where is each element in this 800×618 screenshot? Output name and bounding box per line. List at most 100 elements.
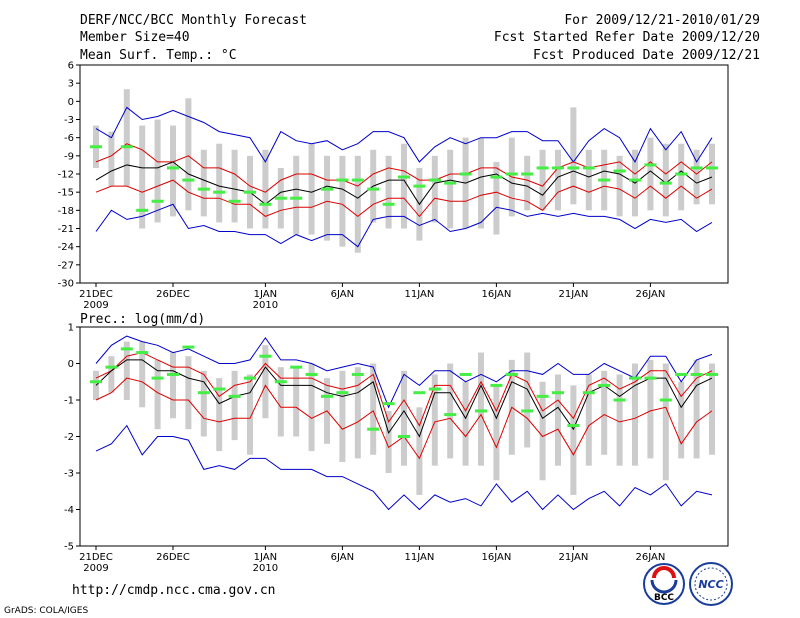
observed-marker xyxy=(706,166,718,170)
observed-marker xyxy=(244,376,256,380)
observed-marker xyxy=(428,178,441,182)
observed-marker xyxy=(228,199,241,203)
y-tick-label: -21 xyxy=(58,224,74,235)
observed-marker xyxy=(197,391,210,395)
member-range-bar xyxy=(555,149,561,211)
x-tick-label: 11JAN xyxy=(404,289,434,300)
member-range-bar xyxy=(308,363,315,452)
member-range-bar xyxy=(447,363,454,459)
member-range-bar xyxy=(616,374,623,466)
member-range-bar xyxy=(524,352,531,448)
member-range-bar xyxy=(154,119,161,223)
x-tick-label: 26DEC xyxy=(156,552,190,563)
member-range-bar xyxy=(216,143,223,223)
observed-marker xyxy=(367,187,380,191)
member-range-bar xyxy=(385,410,392,473)
observed-marker xyxy=(629,376,641,380)
observed-marker xyxy=(505,372,518,376)
member-range-bar xyxy=(493,161,500,235)
member-range-bar xyxy=(678,381,685,459)
observed-marker xyxy=(259,202,272,206)
observed-marker xyxy=(444,181,457,185)
member-range-bar xyxy=(555,374,561,466)
member-range-bar xyxy=(585,374,592,466)
y-tick-label: -1 xyxy=(64,396,74,407)
observed-marker xyxy=(567,424,580,428)
source-url: http://cmdp.ncc.cma.gov.cn xyxy=(72,583,276,598)
member-range-bar xyxy=(601,370,608,455)
member-range-bar xyxy=(647,359,654,459)
member-range-bar xyxy=(185,98,192,211)
member-range-bar xyxy=(570,107,577,205)
spread-upper-line xyxy=(95,143,713,193)
member-range-bar xyxy=(123,89,130,187)
member-range-bar xyxy=(339,155,346,247)
observed-marker xyxy=(475,409,487,413)
envelope-max-line xyxy=(95,106,713,163)
observed-marker xyxy=(305,372,318,376)
envelope-min-line xyxy=(95,203,713,248)
member-range-bar xyxy=(709,143,715,205)
y-tick-label: 1 xyxy=(68,323,74,334)
observed-marker xyxy=(629,178,641,182)
observed-marker xyxy=(197,187,210,191)
forecast-period-label: For 2009/12/21-2010/01/29 xyxy=(564,13,760,28)
y-tick-label: -6 xyxy=(64,133,74,144)
observed-marker xyxy=(521,409,534,413)
observed-marker xyxy=(690,372,703,376)
member-range-bar xyxy=(570,385,577,495)
member-range-bar xyxy=(247,374,253,455)
x-tick-year-label: 2009 xyxy=(83,300,108,311)
y-tick-label: 0 xyxy=(68,359,74,370)
observed-marker xyxy=(675,372,688,376)
observed-marker xyxy=(274,380,287,384)
member-range-bar xyxy=(632,363,638,466)
observed-marker xyxy=(444,413,457,417)
x-tick-label: 11JAN xyxy=(404,552,434,563)
member-range-bar xyxy=(293,367,300,437)
observed-marker xyxy=(321,394,333,398)
ncc-logo: NCC xyxy=(689,562,733,606)
observed-marker xyxy=(336,391,349,395)
observed-marker xyxy=(167,166,179,170)
member-range-bar xyxy=(693,149,700,205)
member-range-bar xyxy=(262,345,269,419)
observed-marker xyxy=(413,391,426,395)
member-range-bar xyxy=(185,356,192,430)
spread-upper-line xyxy=(95,352,713,427)
member-range-bar xyxy=(462,381,469,466)
bcc-logo-text: BCC xyxy=(654,593,674,603)
member-range-bar xyxy=(678,143,685,211)
y-tick-label: -18 xyxy=(58,206,74,217)
observed-marker xyxy=(213,190,226,194)
y-tick-label: -24 xyxy=(58,242,74,253)
member-range-bar xyxy=(231,370,238,441)
member-range-bar xyxy=(354,155,361,253)
member-range-bar xyxy=(139,125,146,229)
ensemble-mean-line xyxy=(95,359,713,438)
y-tick-label: 0 xyxy=(68,97,74,108)
member-range-bar xyxy=(370,363,377,455)
observed-marker xyxy=(644,376,657,380)
ncc-logo-text: NCC xyxy=(698,578,723,591)
observed-marker xyxy=(274,196,287,200)
x-tick-label: 16JAN xyxy=(481,552,511,563)
observed-marker xyxy=(552,166,564,170)
observed-marker xyxy=(552,391,564,395)
member-range-bar xyxy=(108,131,115,187)
y-tick-label: -3 xyxy=(64,469,74,480)
y-tick-label: -2 xyxy=(64,432,74,443)
observed-marker xyxy=(120,145,133,149)
member-range-bar xyxy=(108,356,115,393)
observed-marker xyxy=(351,372,364,376)
observed-marker xyxy=(398,435,410,438)
y-tick-label: -4 xyxy=(64,505,74,516)
y-tick-label: -12 xyxy=(58,170,74,181)
member-range-bar xyxy=(416,407,423,495)
y-tick-label: -5 xyxy=(64,542,74,553)
member-range-bar xyxy=(693,359,700,459)
observed-marker xyxy=(613,169,626,173)
x-tick-label: 21DEC xyxy=(79,552,113,563)
observed-marker xyxy=(336,178,349,182)
